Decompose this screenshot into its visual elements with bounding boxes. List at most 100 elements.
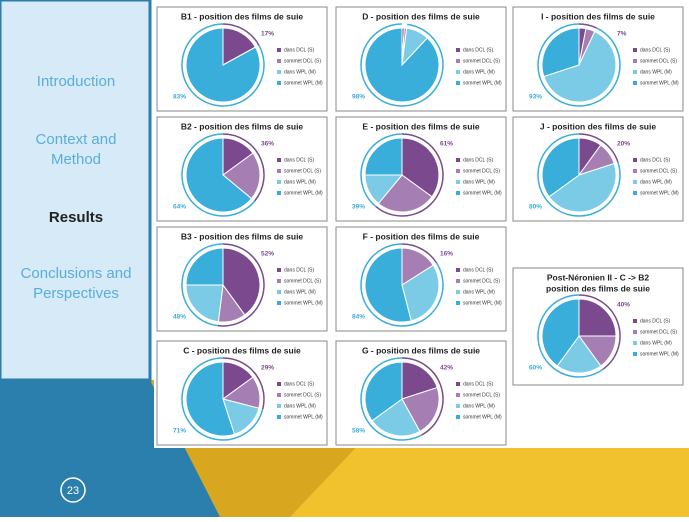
legend-swatch: [633, 191, 637, 195]
legend-label: dans WPL (M): [463, 69, 495, 75]
chart-title: B3 - position des films de suie: [181, 231, 304, 241]
nav-item-active[interactable]: Results: [49, 209, 103, 226]
s-label: 40%: [617, 302, 630, 309]
legend-label: dans DCL (S): [284, 267, 314, 273]
pie-slice: [541, 27, 580, 78]
legend-swatch: [633, 59, 637, 63]
legend-swatch: [456, 268, 460, 272]
legend-swatch: [633, 81, 637, 85]
m-ring: [537, 133, 621, 217]
legend-swatch: [277, 158, 281, 162]
legend-label: sommet WPL (M): [463, 414, 502, 420]
m-label: 98%: [352, 94, 365, 101]
chart-title: J - position des films de suie: [540, 121, 656, 131]
legend-swatch: [277, 404, 281, 408]
chart-title: C - position des films de suie: [183, 345, 301, 355]
m-ring: [181, 23, 265, 107]
s-ring: [222, 23, 260, 46]
legend-label: dans WPL (M): [284, 289, 316, 295]
legend-swatch: [277, 70, 281, 74]
legend-label: dans WPL (M): [463, 403, 495, 409]
legend-swatch: [456, 404, 460, 408]
chart-subtitle: position des films de suie: [546, 283, 650, 293]
legend-swatch: [633, 70, 637, 74]
pie-slice: [541, 137, 580, 198]
pie-slice: [364, 137, 403, 176]
pie-slice: [401, 361, 438, 400]
chart-title: F - position des films de suie: [363, 231, 480, 241]
legend-label: sommet WPL (M): [640, 80, 679, 86]
m-ring: [360, 243, 444, 327]
m-label: 83%: [173, 94, 186, 101]
legend-label: dans WPL (M): [640, 179, 672, 185]
legend-swatch: [277, 169, 281, 173]
slide-number: 23: [67, 485, 79, 497]
m-ring: [537, 294, 604, 378]
legend-swatch: [277, 290, 281, 294]
chart-title: B1 - position des films de suie: [181, 11, 304, 21]
s-ring: [578, 23, 597, 29]
chart-title: G - position des films de suie: [362, 345, 480, 355]
legend-label: dans DCL (S): [640, 157, 670, 163]
legend-swatch: [277, 415, 281, 419]
m-ring: [360, 23, 444, 107]
legend-label: sommet WPL (M): [284, 80, 323, 86]
legend-swatch: [633, 330, 637, 334]
nav-panel: [0, 0, 152, 382]
legend-swatch: [456, 415, 460, 419]
s-ring: [222, 357, 265, 410]
legend-swatch: [277, 382, 281, 386]
legend-label: sommet DCL (S): [463, 168, 500, 174]
m-label: 60%: [529, 365, 542, 372]
pie-slice: [401, 386, 440, 433]
legend-swatch: [277, 268, 281, 272]
pie-slice: [548, 162, 617, 213]
legend-label: dans DCL (S): [284, 381, 314, 387]
pie-slice: [222, 152, 261, 200]
legend-label: sommet DCL (S): [463, 278, 500, 284]
s-ring: [222, 133, 265, 202]
legend-swatch: [456, 158, 460, 162]
legend-swatch: [633, 158, 637, 162]
legend-swatch: [456, 81, 460, 85]
legend-swatch: [633, 48, 637, 52]
legend-label: sommet WPL (M): [463, 80, 502, 86]
legend-label: dans DCL (S): [463, 381, 493, 387]
legend-label: dans DCL (S): [463, 267, 493, 273]
s-ring: [578, 294, 621, 370]
legend-swatch: [277, 180, 281, 184]
pie-slice: [377, 174, 433, 213]
pie-slice: [364, 247, 412, 323]
nav-item[interactable]: Conclusions and Perspectives: [21, 265, 132, 302]
m-ring: [181, 357, 264, 441]
s-label: 29%: [261, 365, 274, 372]
chart-title: D - position des films de suie: [362, 11, 480, 21]
nav-item[interactable]: Context and Method: [36, 131, 117, 168]
legend-label: dans DCL (S): [640, 47, 670, 53]
chart-title: I - position des films de suie: [541, 11, 655, 21]
legend-swatch: [456, 301, 460, 305]
legend-label: sommet WPL (M): [640, 190, 679, 196]
legend-swatch: [633, 180, 637, 184]
nav-item[interactable]: Introduction: [37, 73, 115, 90]
m-label: 93%: [529, 94, 542, 101]
legend-swatch: [456, 393, 460, 397]
legend-label: sommet WPL (M): [284, 414, 323, 420]
legend-label: dans WPL (M): [284, 403, 316, 409]
s-ring: [401, 357, 444, 436]
legend-label: sommet DCL (S): [284, 58, 321, 64]
legend-label: dans DCL (S): [284, 47, 314, 53]
s-label: 7%: [617, 31, 627, 38]
pie-slice: [401, 264, 440, 322]
legend-label: dans WPL (M): [463, 289, 495, 295]
legend-swatch: [456, 279, 460, 283]
pie-slice: [364, 361, 403, 422]
legend-label: sommet DCL (S): [640, 329, 677, 335]
legend-swatch: [277, 191, 281, 195]
legend-label: sommet DCL (S): [284, 168, 321, 174]
s-label: 16%: [440, 251, 453, 258]
s-label: 36%: [261, 141, 274, 148]
legend-label: dans WPL (M): [640, 69, 672, 75]
legend-swatch: [277, 48, 281, 52]
legend-swatch: [456, 59, 460, 63]
